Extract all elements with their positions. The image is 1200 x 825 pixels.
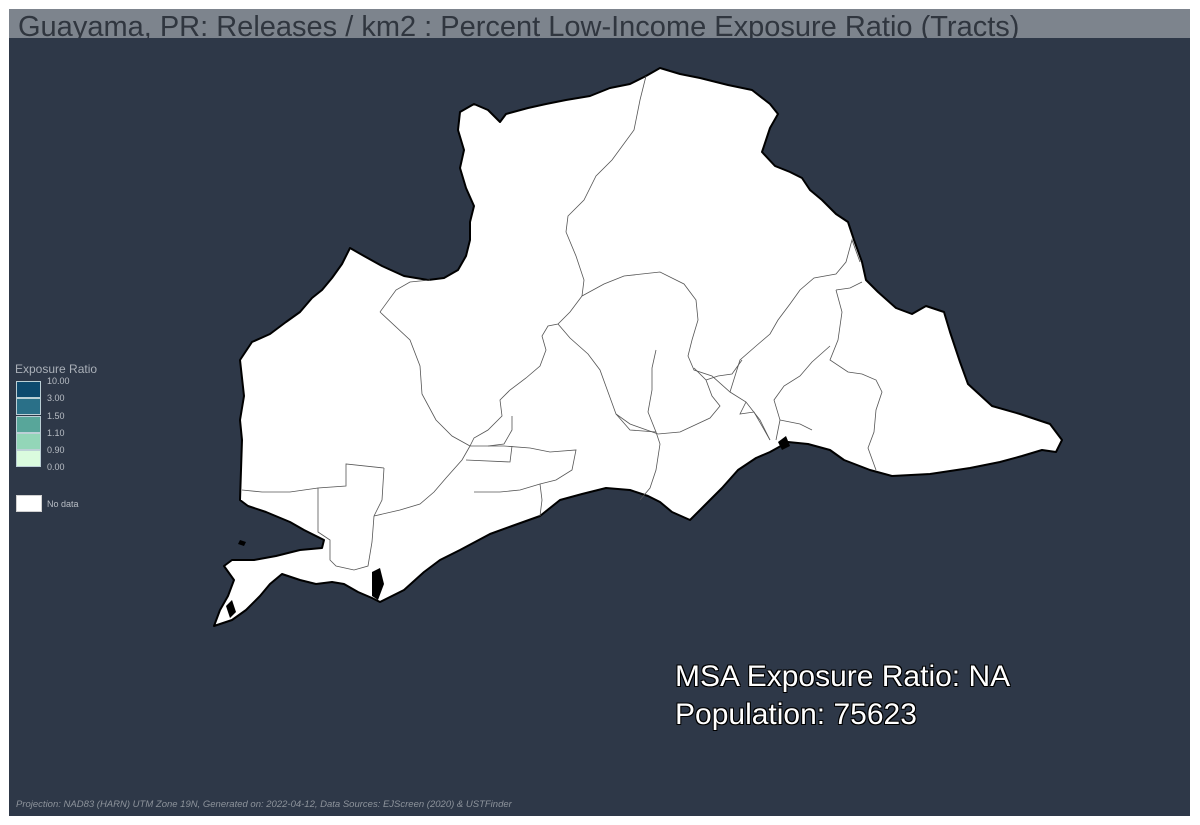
legend-swatch bbox=[16, 381, 41, 398]
legend-swatch bbox=[16, 398, 41, 416]
nodata-label: No data bbox=[47, 498, 79, 509]
legend-item: 10.00 bbox=[15, 376, 135, 398]
legend-item: 1.50 bbox=[15, 411, 135, 433]
legend: Exposure Ratio 10.00 3.00 1.50 1.10 0.90… bbox=[15, 362, 135, 513]
map-footer: Projection: NAD83 (HARN) UTM Zone 19N, G… bbox=[16, 799, 512, 810]
legend-swatch bbox=[16, 432, 41, 450]
map-canvas bbox=[213, 67, 1063, 627]
region-outline bbox=[213, 67, 1063, 627]
cay bbox=[778, 436, 790, 450]
legend-item: 3.00 bbox=[15, 393, 135, 416]
msa-exposure-ratio: MSA Exposure Ratio: NA bbox=[675, 660, 1011, 693]
legend-label: 1.10 bbox=[47, 427, 65, 438]
legend-label: 0.90 bbox=[47, 445, 65, 456]
stats-panel: MSA Exposure Ratio: NA Population: 75623 bbox=[675, 658, 1010, 734]
map-title: Guayama, PR: Releases / km2 : Percent Lo… bbox=[18, 11, 1020, 38]
legend-label: 3.00 bbox=[47, 393, 65, 404]
cay bbox=[226, 600, 236, 618]
legend-swatch bbox=[16, 415, 41, 433]
legend-label: 10.00 bbox=[47, 376, 70, 386]
nodata-swatch bbox=[16, 494, 42, 512]
cay bbox=[372, 568, 384, 600]
legend-label: 1.50 bbox=[47, 410, 65, 421]
legend-item: 1.10 bbox=[15, 428, 135, 450]
legend-nodata-item: No data bbox=[15, 494, 135, 513]
islet bbox=[238, 540, 246, 546]
legend-label: 0.00 bbox=[47, 462, 65, 473]
legend-item: 0.00 bbox=[15, 462, 135, 484]
population: Population: 75623 bbox=[675, 698, 917, 731]
tract-boundaries bbox=[241, 75, 883, 571]
legend-item: 0.90 bbox=[15, 445, 135, 468]
legend-swatch bbox=[16, 450, 41, 468]
title-bar: Guayama, PR: Releases / km2 : Percent Lo… bbox=[9, 9, 1190, 38]
map-frame: Guayama, PR: Releases / km2 : Percent Lo… bbox=[9, 9, 1190, 816]
legend-title: Exposure Ratio bbox=[15, 362, 98, 376]
